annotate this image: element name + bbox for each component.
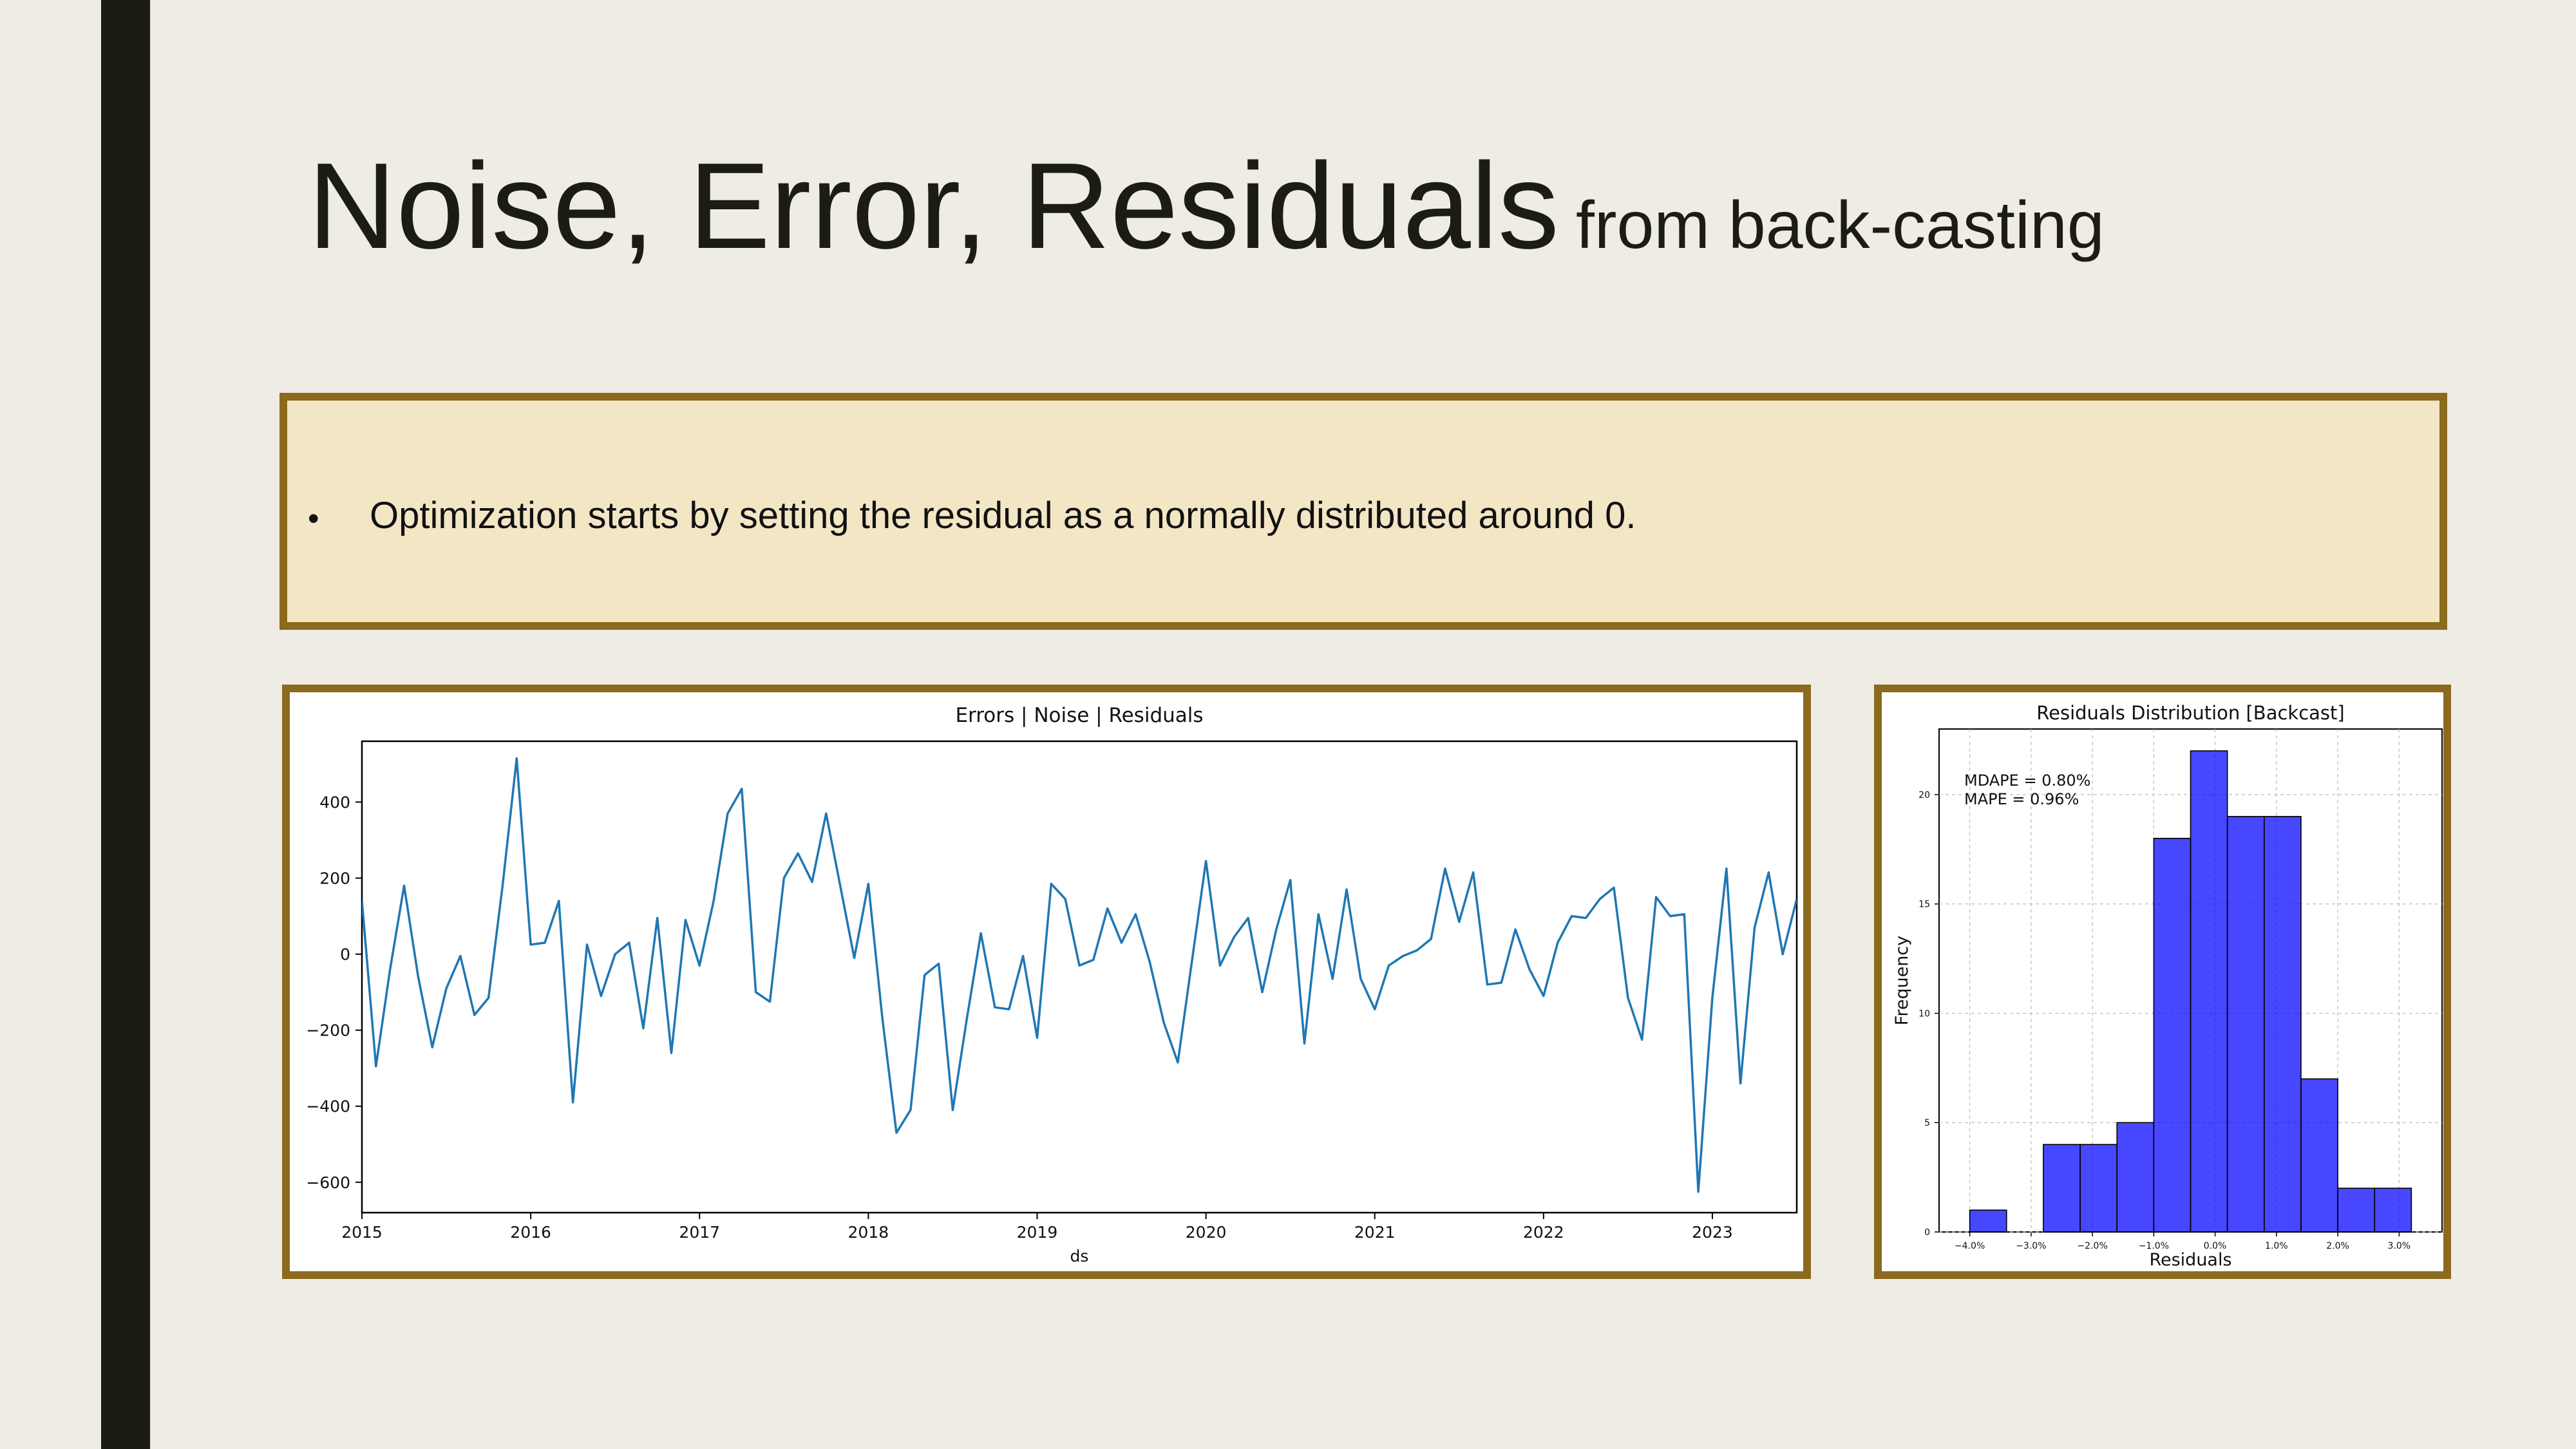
- mape-annotation: MAPE = 0.96%: [1964, 790, 2079, 808]
- x-tick-label: 0.0%: [2204, 1241, 2227, 1251]
- y-tick-label: −200: [306, 1021, 350, 1040]
- chart-title: Errors | Noise | Residuals: [955, 704, 1203, 727]
- x-tick-label: 2016: [510, 1223, 551, 1242]
- slide-title-subtitle: from back-casting: [1575, 188, 2105, 263]
- histogram-bar: [2116, 1122, 2155, 1233]
- histogram-bar: [2079, 1144, 2118, 1233]
- x-tick-label: 1.0%: [2265, 1241, 2288, 1251]
- slide-title: Noise, Error, Residuals from back-casting: [308, 145, 2105, 267]
- x-tick-label: 2017: [679, 1223, 720, 1242]
- x-axis-label: ds: [1070, 1247, 1089, 1265]
- y-axis-label: Frequency: [1892, 936, 1912, 1026]
- x-axis-label: Residuals: [2149, 1250, 2231, 1270]
- histogram-bar: [2374, 1188, 2412, 1233]
- x-tick-label: −3.0%: [2016, 1241, 2046, 1251]
- histogram-bar: [2263, 816, 2302, 1233]
- y-tick-label: 400: [319, 793, 350, 811]
- x-tick-label: 2022: [1523, 1223, 1564, 1242]
- x-tick-label: 2023: [1692, 1223, 1733, 1242]
- histogram-bar: [2226, 816, 2265, 1233]
- y-tick-label: 15: [1918, 900, 1930, 910]
- y-tick-label: 0: [1924, 1227, 1930, 1238]
- x-tick-label: 2019: [1017, 1223, 1058, 1242]
- x-tick-label: 2018: [848, 1223, 889, 1242]
- bullet-dot-icon: •: [308, 500, 319, 536]
- x-tick-label: 3.0%: [2388, 1241, 2411, 1251]
- y-tick-label: 200: [319, 869, 350, 888]
- x-tick-label: −2.0%: [2077, 1241, 2107, 1251]
- x-tick-label: 2020: [1186, 1223, 1227, 1242]
- x-tick-label: 2.0%: [2326, 1241, 2349, 1251]
- slide-title-main: Noise, Error, Residuals: [308, 138, 1559, 274]
- y-tick-label: 10: [1918, 1009, 1930, 1019]
- slide-side-bar: [101, 0, 150, 1449]
- y-tick-label: −600: [306, 1173, 350, 1192]
- histogram-bar: [1969, 1209, 2007, 1233]
- histogram-bar: [2153, 837, 2192, 1233]
- bullet-box: • Optimization starts by setting the resi…: [279, 393, 2447, 630]
- bullet-item: • Optimization starts by setting the resi…: [308, 494, 1636, 537]
- plot-area: [361, 740, 1798, 1214]
- residuals-series-line: [362, 757, 1797, 1193]
- x-tick-label: 2021: [1354, 1223, 1396, 1242]
- mdape-annotation: MDAPE = 0.80%: [1964, 772, 2090, 790]
- residuals-histogram-frame: Residuals Distribution [Backcast] −4.0% −3…: [1874, 685, 2451, 1279]
- y-tick-label: 20: [1918, 790, 1930, 800]
- residuals-line-chart: Errors | Noise | Residuals 400 200 0 −200 −40…: [306, 704, 1798, 1265]
- y-tick-label: 5: [1924, 1118, 1930, 1128]
- x-tick-label: −4.0%: [1955, 1241, 1985, 1251]
- y-tick-label: −400: [306, 1097, 350, 1116]
- y-tick-label: 0: [340, 945, 350, 964]
- bullet-text: Optimization starts by setting the resid…: [370, 495, 1636, 536]
- histogram-bar: [2043, 1144, 2081, 1233]
- x-tick-label: −1.0%: [2139, 1241, 2169, 1251]
- histogram-bar: [2300, 1078, 2338, 1233]
- x-tick-label: 2015: [341, 1223, 383, 1242]
- residuals-line-chart-frame: Errors | Noise | Residuals 400 200 0 −200 −40…: [282, 685, 1811, 1279]
- residuals-histogram: Residuals Distribution [Backcast] −4.0% −3…: [1892, 702, 2443, 1270]
- chart-title: Residuals Distribution [Backcast]: [2036, 702, 2344, 724]
- histogram-bar: [2337, 1188, 2376, 1233]
- histogram-bar: [2190, 750, 2228, 1233]
